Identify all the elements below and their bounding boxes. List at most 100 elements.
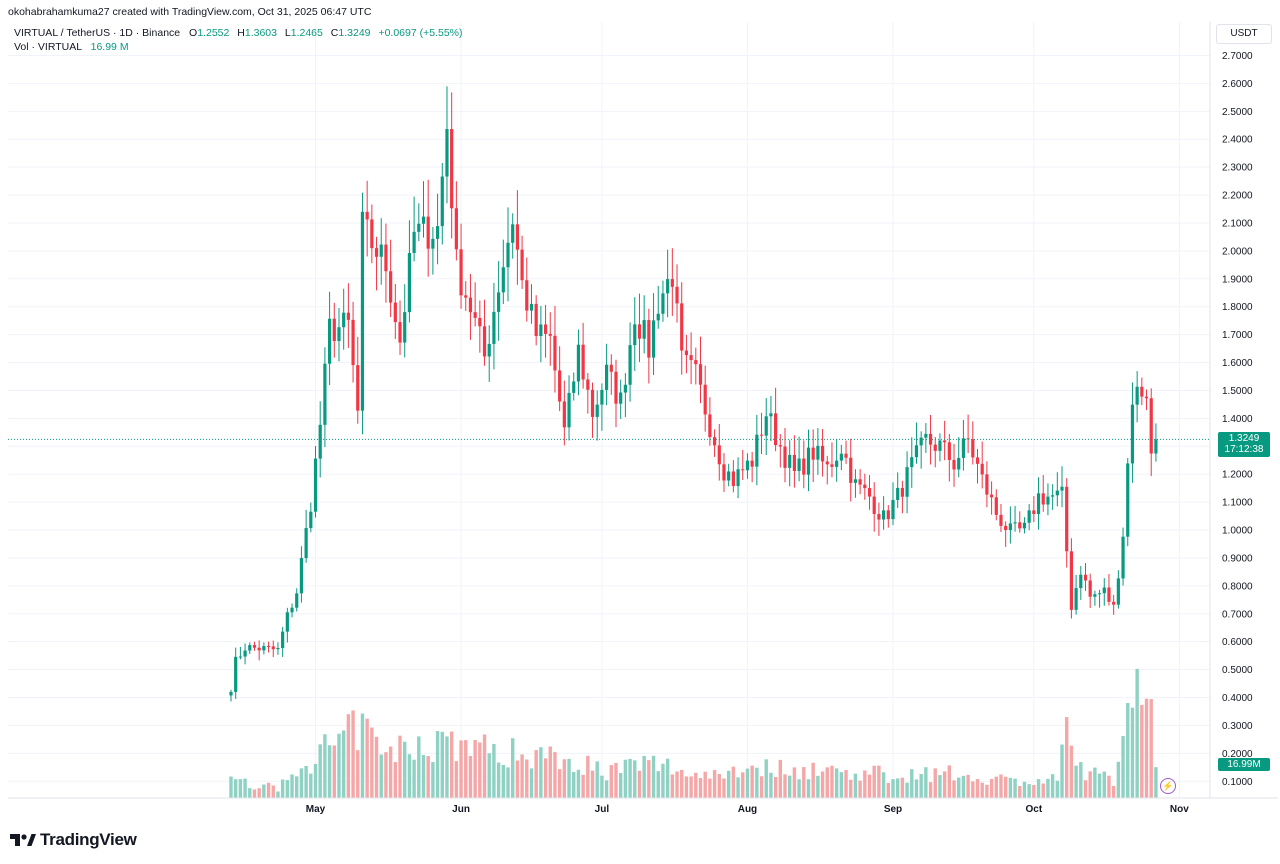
candle-body (712, 437, 717, 446)
candle-body (252, 645, 257, 648)
candle-body (492, 311, 496, 344)
volume-bar (618, 773, 623, 798)
volume-legend[interactable]: Vol · VIRTUAL 16.99 M (14, 41, 129, 53)
candle-body (708, 414, 712, 438)
volume-bar (478, 742, 482, 798)
volume-bar (910, 769, 914, 798)
volume-bar (1036, 779, 1041, 798)
candle-body (675, 286, 679, 304)
y-tick-label: 2.6000 (1222, 79, 1253, 90)
candle-body (290, 607, 294, 613)
candle-body (680, 303, 684, 351)
last-price-value: 1.3249 (1228, 433, 1260, 445)
y-tick-label: 0.7000 (1222, 609, 1253, 620)
volume-bar (412, 759, 416, 798)
volume-bar (1060, 744, 1064, 798)
time-axis[interactable]: May Jun Jul Aug Sep Oct Nov (306, 804, 1189, 815)
candle-body (586, 379, 590, 390)
candle-body (529, 303, 534, 311)
candle-body (661, 293, 665, 314)
volume-bar (797, 779, 801, 798)
candle-body (257, 647, 261, 651)
x-tick-label: Jul (595, 804, 610, 815)
candle-body (1088, 580, 1092, 597)
volume-bar (487, 753, 491, 798)
high-value: 1.3603 (244, 27, 277, 39)
candle-body (1102, 587, 1106, 594)
volume-bar (1074, 765, 1078, 798)
candle-body (562, 401, 566, 428)
candle-body (370, 219, 374, 249)
y-tick-label: 1.6000 (1222, 358, 1253, 369)
volume-bar (459, 740, 463, 798)
candle-body (1065, 486, 1069, 552)
candle-body (374, 248, 379, 257)
candle-body (393, 302, 397, 323)
volume-bar (257, 788, 261, 798)
volume-bar (830, 765, 834, 798)
currency-button[interactable]: USDT (1216, 24, 1272, 44)
volume-bar (534, 750, 538, 798)
candle-body (482, 326, 487, 357)
candle-body (468, 297, 473, 313)
candle-body (1004, 525, 1008, 531)
symbol-name[interactable]: VIRTUAL / TetherUS · 1D · Binance (14, 27, 181, 39)
volume-bar (656, 771, 660, 798)
y-tick-label: 1.0000 (1222, 526, 1253, 537)
volume-bar (1041, 783, 1045, 798)
candle-body (863, 484, 867, 489)
candle-body (1008, 523, 1012, 531)
candle-body (605, 364, 609, 390)
candle-body (464, 295, 468, 298)
volume-bar (506, 767, 510, 798)
volume-bar (374, 736, 379, 798)
volume-bar (736, 777, 740, 798)
volume-bar (680, 769, 684, 798)
candle-body (1022, 522, 1027, 529)
candle-body (656, 313, 660, 321)
lightning-icon[interactable]: ⚡ (1160, 778, 1176, 794)
candle-body (844, 453, 848, 458)
volume-bar (957, 777, 961, 798)
candle-body (1079, 574, 1083, 589)
close-label: C (330, 27, 339, 39)
candle-body (736, 469, 740, 486)
candle-body (1018, 522, 1022, 529)
volume-bar (449, 731, 454, 798)
volume-bar (384, 752, 388, 798)
volume-bar (614, 762, 618, 798)
plot-area[interactable] (8, 22, 1210, 798)
volume-bar (426, 755, 430, 798)
candle-body (351, 319, 355, 366)
volume-bar (248, 788, 252, 798)
candle-body (872, 496, 876, 514)
candle-body (412, 231, 416, 253)
volume-bar (398, 735, 402, 798)
candle-body (285, 612, 289, 632)
volume-bar (938, 775, 942, 798)
volume-bar (1055, 780, 1060, 798)
price-axis[interactable]: 2.7000 2.6000 2.5000 2.4000 2.3000 2.2000 2.10… (1222, 51, 1253, 788)
volume-bar (435, 731, 440, 798)
volume-bar (309, 773, 313, 798)
volume-bar (370, 727, 374, 798)
volume-bar (834, 768, 839, 798)
volume-bar (820, 771, 825, 798)
volume-bar (445, 736, 449, 798)
candle-body (520, 249, 524, 281)
symbol-legend[interactable]: VIRTUAL / TetherUS · 1D · Binance O1.255… (14, 27, 463, 39)
candle-body (539, 324, 543, 337)
candle-body (435, 226, 440, 239)
candle-body (924, 433, 928, 438)
volume-bar (665, 758, 670, 798)
candle-body (478, 317, 482, 327)
volume-bar (266, 782, 271, 798)
candle-body (722, 464, 726, 481)
candle-body (989, 494, 994, 498)
tradingview-logo[interactable]: TradingView (10, 830, 137, 850)
candle-body (764, 416, 768, 436)
candle-body (1069, 551, 1074, 610)
volume-bar (482, 734, 487, 798)
volume-bar (1027, 784, 1031, 798)
